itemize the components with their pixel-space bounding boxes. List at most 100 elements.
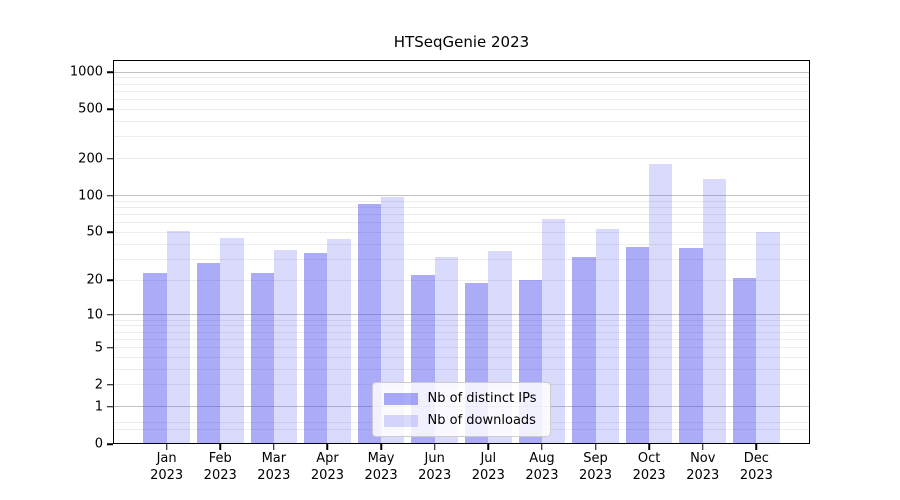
y-tick-mark-1 bbox=[107, 405, 113, 408]
y-tick-mark-100 bbox=[107, 194, 113, 197]
x-tick-mark-jun bbox=[433, 444, 436, 450]
gridline-9 bbox=[113, 319, 810, 321]
y-tick-label-50: 50 bbox=[86, 224, 103, 240]
bar-ips-nov bbox=[679, 248, 703, 444]
grid-layer bbox=[113, 60, 810, 444]
legend-swatch-distinct-ips bbox=[383, 392, 418, 405]
legend-label-downloads: Nb of downloads bbox=[427, 413, 536, 428]
gridline-3 bbox=[113, 368, 810, 370]
x-tick-mark-aug bbox=[541, 444, 543, 450]
x-tick-mark-apr bbox=[326, 444, 329, 450]
gridline-800 bbox=[113, 83, 810, 85]
bar-downloads-mar bbox=[273, 249, 298, 444]
gridline-7 bbox=[113, 331, 810, 333]
x-tick-label-oct: Oct 2023 bbox=[632, 451, 666, 483]
gridline-500 bbox=[113, 108, 810, 110]
x-tick-mark-jul bbox=[487, 444, 490, 450]
bar-downloads-apr bbox=[327, 239, 351, 444]
y-tick-mark-0 bbox=[107, 443, 113, 445]
x-tick-label-jan: Jan 2023 bbox=[150, 451, 184, 483]
x-tick-mark-sep bbox=[594, 444, 597, 450]
y-tick-label-200: 200 bbox=[78, 151, 103, 167]
gridline-8 bbox=[113, 325, 810, 327]
y-tick-mark-20 bbox=[107, 279, 113, 281]
x-tick-label-nov: Nov 2023 bbox=[686, 451, 720, 483]
x-tick-label-aug: Aug 2023 bbox=[525, 451, 559, 483]
bar-ips-apr bbox=[304, 252, 328, 444]
y-tick-mark-5 bbox=[107, 346, 113, 349]
y-tick-label-2: 2 bbox=[94, 377, 103, 393]
bar-downloads-oct bbox=[649, 164, 673, 444]
gridline-400 bbox=[113, 120, 810, 122]
y-tick-mark-2 bbox=[107, 384, 113, 386]
gridline-100 bbox=[113, 195, 810, 197]
bar-ips-dec bbox=[733, 277, 757, 444]
gridline-50 bbox=[113, 231, 810, 233]
x-tick-mark-jan bbox=[165, 444, 168, 450]
y-tick-label-5: 5 bbox=[94, 340, 103, 356]
y-tick-label-500: 500 bbox=[78, 101, 103, 117]
gridline-6 bbox=[113, 338, 810, 340]
y-tick-label-20: 20 bbox=[86, 272, 103, 288]
y-tick-label-0: 0 bbox=[94, 436, 103, 452]
y-tick-mark-10 bbox=[107, 314, 113, 316]
gridline-4 bbox=[113, 356, 810, 358]
legend-swatch-downloads bbox=[383, 414, 418, 427]
legend-label-distinct-ips: Nb of distinct IPs bbox=[427, 391, 537, 406]
y-tick-label-100: 100 bbox=[78, 188, 103, 204]
y-tick-label-1000: 1000 bbox=[69, 64, 103, 80]
x-tick-mark-feb bbox=[219, 444, 221, 450]
legend-item-distinct-ips: Nb of distinct IPs bbox=[383, 391, 537, 406]
bar-ips-feb bbox=[196, 262, 221, 444]
plot-area: Nb of distinct IPs Nb of downloads bbox=[113, 60, 810, 444]
x-tick-label-jul: Jul 2023 bbox=[471, 451, 505, 483]
bar-downloads-sep bbox=[595, 229, 619, 444]
y-tick-mark-50 bbox=[107, 231, 113, 234]
legend: Nb of distinct IPs Nb of downloads bbox=[371, 382, 552, 437]
gridline-90 bbox=[113, 200, 810, 202]
x-tick-mark-dec bbox=[755, 444, 758, 450]
x-tick-label-apr: Apr 2023 bbox=[310, 451, 344, 483]
x-tick-mark-oct bbox=[648, 444, 650, 450]
gridline-80 bbox=[113, 206, 810, 208]
x-tick-label-sep: Sep 2023 bbox=[578, 451, 613, 483]
x-tick-label-may: May 2023 bbox=[364, 451, 398, 483]
bar-ips-sep bbox=[572, 257, 596, 444]
gridline-20 bbox=[113, 279, 810, 281]
y-tick-mark-500 bbox=[107, 108, 113, 111]
x-tick-mark-may bbox=[380, 444, 382, 450]
gridline-10 bbox=[113, 314, 810, 316]
bar-ips-jan bbox=[143, 272, 167, 444]
chart-title: HTSeqGenie 2023 bbox=[393, 33, 530, 51]
bar-downloads-dec bbox=[756, 232, 780, 444]
y-tick-mark-200 bbox=[107, 157, 113, 160]
gridline-5 bbox=[113, 347, 810, 349]
gridline-700 bbox=[113, 90, 810, 92]
x-tick-mark-mar bbox=[273, 444, 275, 450]
bar-downloads-jan bbox=[166, 231, 190, 444]
gridline-60 bbox=[113, 222, 810, 224]
bar-ips-oct bbox=[625, 246, 650, 444]
bar-downloads-nov bbox=[702, 178, 727, 444]
x-tick-label-mar: Mar 2023 bbox=[257, 451, 291, 483]
x-tick-label-jun: Jun 2023 bbox=[418, 451, 452, 483]
gridline-200 bbox=[113, 158, 810, 160]
gridline-40 bbox=[113, 243, 810, 245]
gridline-900 bbox=[113, 77, 810, 79]
gridline-1000 bbox=[113, 71, 810, 73]
y-tick-label-10: 10 bbox=[86, 307, 103, 323]
legend-item-downloads: Nb of downloads bbox=[383, 413, 537, 428]
x-tick-label-feb: Feb 2023 bbox=[203, 451, 237, 483]
x-tick-label-dec: Dec 2023 bbox=[739, 451, 773, 483]
gridline-30 bbox=[113, 258, 810, 260]
gridline-70 bbox=[113, 214, 810, 216]
gridline-600 bbox=[113, 99, 810, 101]
y-tick-mark-1000 bbox=[107, 71, 113, 73]
gridline-300 bbox=[113, 136, 810, 138]
bar-layer bbox=[113, 60, 810, 444]
bar-ips-mar bbox=[250, 272, 274, 444]
x-tick-mark-nov bbox=[702, 444, 704, 450]
bar-downloads-feb bbox=[220, 237, 244, 444]
y-tick-label-1: 1 bbox=[94, 399, 103, 415]
